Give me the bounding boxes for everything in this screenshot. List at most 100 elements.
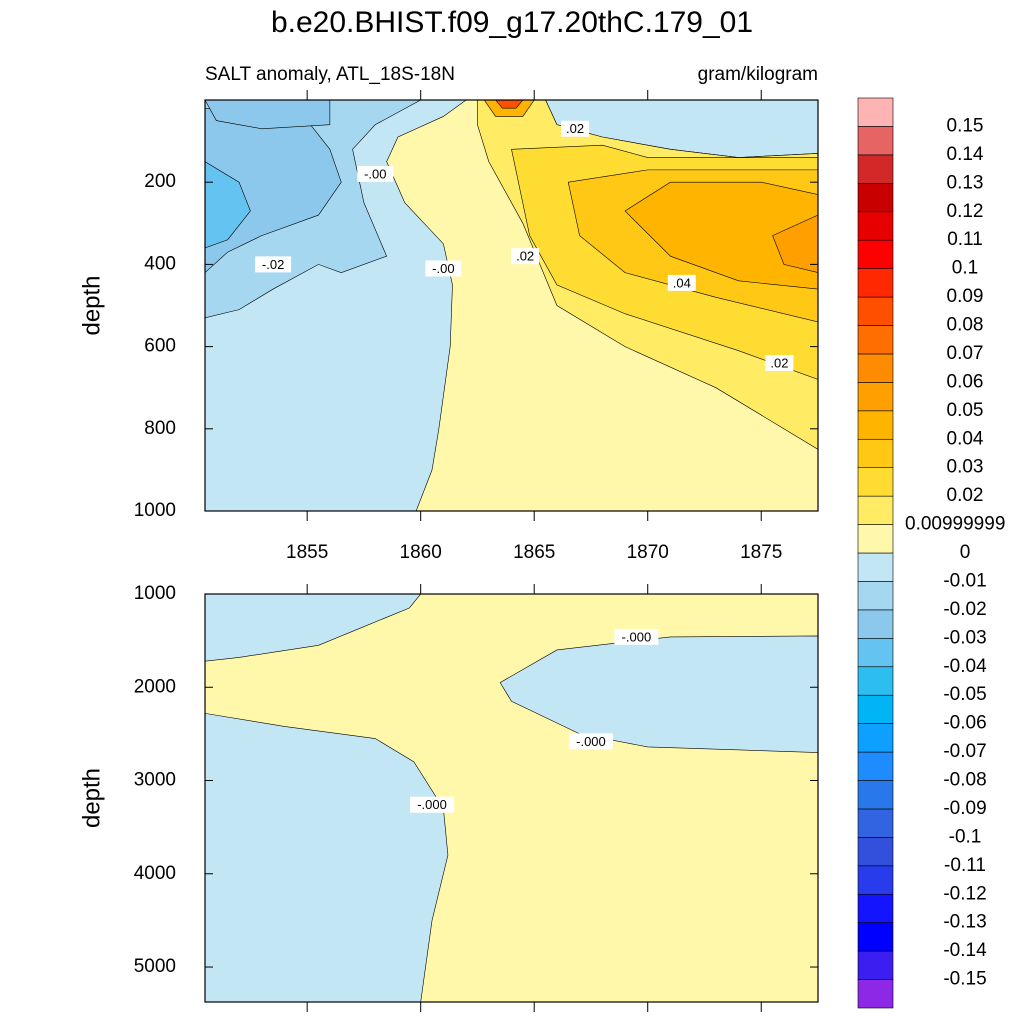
x-tick-label: 1855 <box>286 542 328 563</box>
subtitle-right: gram/kilogram <box>698 64 818 85</box>
contour-region <box>205 713 449 1002</box>
x-tick-label: 1860 <box>400 542 442 563</box>
contour-label: -.000 <box>417 797 447 812</box>
y-axis-label: depth <box>78 768 105 828</box>
x-tick-label: 1865 <box>513 542 555 563</box>
y-tick-label: 1000 <box>134 583 176 604</box>
colorbar-label: 0.1 <box>952 258 978 279</box>
contour-label-box <box>357 165 394 182</box>
colorbar-box <box>857 865 894 895</box>
contour-region <box>205 100 331 130</box>
contour-label: .02 <box>770 355 788 370</box>
colorbar-box <box>857 666 894 696</box>
colorbar-label: -0.1 <box>949 826 982 847</box>
y-tick-label: 2000 <box>134 676 176 697</box>
colorbar-label: -0.13 <box>943 912 986 933</box>
colorbar-box <box>857 126 894 156</box>
chart-title: b.e20.BHIST.f09_g17.20thC.179_01 <box>271 6 753 39</box>
colorbar-box <box>857 467 894 497</box>
contour-label-box <box>614 628 659 645</box>
colorbar-label: 0.13 <box>947 172 984 193</box>
colorbar-box <box>857 638 894 668</box>
colorbar-box <box>857 780 894 810</box>
colorbar-box <box>857 581 894 611</box>
contour-label: -.00 <box>364 166 386 181</box>
y-tick-label: 3000 <box>134 770 176 791</box>
contour-label: .04 <box>673 275 691 290</box>
contour-label: -.00 <box>432 261 454 276</box>
colorbar-box <box>857 751 894 781</box>
colorbar-label: 0.02 <box>947 485 984 506</box>
colorbar-label: -0.14 <box>943 940 987 961</box>
contour-label-box <box>425 260 462 277</box>
y-tick-label: 200 <box>144 171 176 192</box>
colorbar-label: 0.03 <box>947 457 984 478</box>
colorbar-label: -0.12 <box>943 883 986 904</box>
colorbar-label: -0.05 <box>943 684 986 705</box>
colorbar-label: 0.14 <box>947 144 984 165</box>
colorbar-label: -0.02 <box>943 599 986 620</box>
colorbar-box <box>857 524 894 554</box>
colorbar-label: -0.03 <box>943 627 986 648</box>
colorbar-box <box>857 325 894 355</box>
contour-label-box <box>765 355 794 372</box>
plot-frame <box>204 99 819 512</box>
contour-label-box <box>511 248 540 265</box>
colorbar-box <box>857 950 894 980</box>
colorbar-label: 0.11 <box>947 229 983 250</box>
contour-region <box>772 214 818 273</box>
colorbar-label: -0.01 <box>943 570 986 591</box>
contour-region <box>205 594 422 662</box>
colorbar-box <box>857 609 894 639</box>
colorbar-box <box>857 808 894 838</box>
colorbar-box <box>857 694 894 724</box>
colorbar-label: 0.00999999 <box>905 514 1005 535</box>
colorbar-label: 0.08 <box>947 315 984 336</box>
colorbar-label: -0.09 <box>943 798 986 819</box>
colorbar-label: 0.06 <box>947 371 984 392</box>
colorbar-box <box>857 837 894 867</box>
contour-label-box <box>561 120 590 137</box>
contour-region <box>205 107 342 274</box>
colorbar-label: -0.04 <box>943 656 987 677</box>
colorbar-box <box>857 410 894 440</box>
y-axis-label: depth <box>78 275 105 335</box>
colorbar-box <box>857 438 894 468</box>
plot-area: -.000 -.000 -.000 <box>205 594 818 1002</box>
contour-label: .02 <box>516 249 534 264</box>
contour-label: -.02 <box>262 257 284 272</box>
plot-area: .02 -.00 -.02 -.00 .02 .04 .02 <box>205 100 818 511</box>
contour-label-box <box>255 256 292 273</box>
y-tick-label: 800 <box>144 418 176 439</box>
colorbar-box <box>857 239 894 269</box>
contour-region <box>205 161 251 249</box>
contour-region <box>495 100 524 109</box>
y-tick-label: 400 <box>144 253 176 274</box>
contour-label-box <box>568 733 613 750</box>
y-tick-label: 4000 <box>134 863 176 884</box>
colorbar-box <box>857 97 894 127</box>
colorbar-label: -0.07 <box>943 741 986 762</box>
colorbar-label: 0.05 <box>947 400 984 421</box>
colorbar-box <box>857 979 894 1009</box>
colorbar-box <box>857 382 894 412</box>
colorbar-label: 0.15 <box>947 115 984 136</box>
colorbar-label: -0.11 <box>944 855 986 876</box>
contour-label-box <box>667 274 696 291</box>
y-tick-label: 5000 <box>134 956 176 977</box>
colorbar-label: 0.07 <box>947 343 984 364</box>
subtitle-left: SALT anomaly, ATL_18S-18N <box>205 64 455 85</box>
plot-frame <box>204 593 819 1003</box>
contour-label-box <box>410 796 455 813</box>
colorbar-box <box>857 183 894 213</box>
colorbar-box <box>857 552 894 582</box>
colorbar-box <box>857 268 894 298</box>
contour-region <box>624 181 818 290</box>
colorbar-label: -0.15 <box>943 969 986 990</box>
y-tick-label: 600 <box>144 336 176 357</box>
colorbar-box <box>857 211 894 241</box>
colorbar-box <box>857 353 894 383</box>
x-tick-label: 1870 <box>627 542 669 563</box>
